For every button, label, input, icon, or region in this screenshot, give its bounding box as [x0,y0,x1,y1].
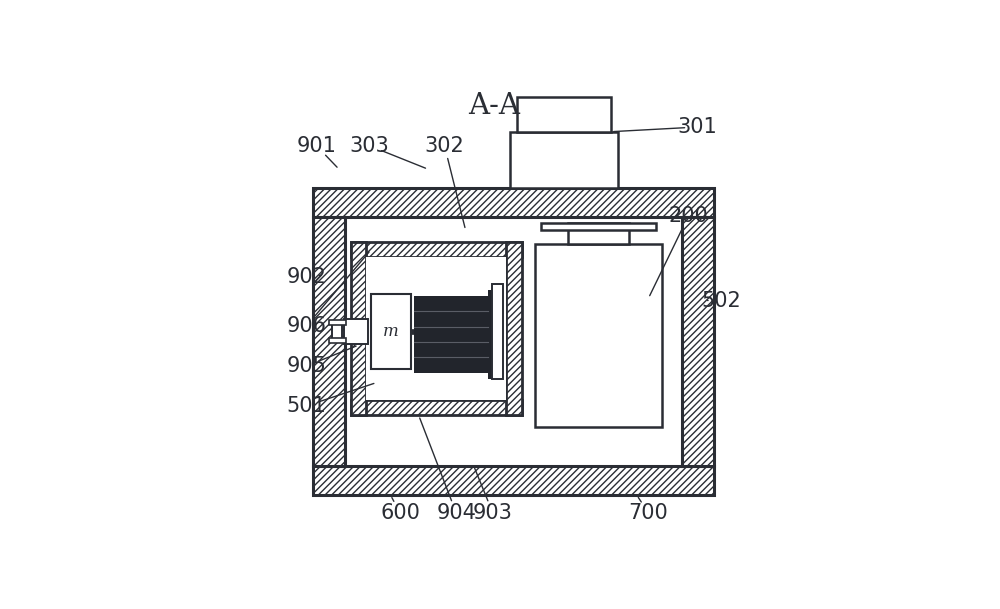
Bar [517,97,611,132]
Bar [329,320,346,325]
Text: 303: 303 [350,136,389,156]
Text: 502: 502 [701,290,741,311]
Bar [351,400,522,415]
Bar [506,242,522,415]
Bar [313,188,714,217]
Bar [345,217,682,466]
Bar [366,258,506,400]
Bar [510,132,618,188]
Text: 906: 906 [286,316,326,336]
Bar [371,294,411,368]
Text: m: m [383,323,399,340]
Bar [329,337,346,343]
Text: 301: 301 [678,117,718,137]
Bar [344,319,368,345]
Bar [313,217,345,466]
Text: 901: 901 [297,136,336,156]
Text: 302: 302 [425,136,464,156]
Text: 600: 600 [380,503,420,523]
Bar [411,329,445,334]
Bar [568,223,629,244]
Bar [541,223,656,230]
Text: 700: 700 [629,503,668,523]
Text: A-A: A-A [468,92,520,120]
Text: 902: 902 [286,267,326,287]
Bar [492,284,503,379]
Bar [351,242,522,258]
Bar [414,296,488,373]
Text: 905: 905 [286,356,326,376]
Text: 200: 200 [668,206,708,226]
Text: 501: 501 [286,396,326,416]
Bar [682,217,714,466]
Bar [535,244,662,427]
Text: 904: 904 [436,503,476,523]
Bar [351,242,366,415]
Text: 903: 903 [473,503,513,523]
Bar [488,290,493,379]
Bar [313,466,714,495]
Bar [332,323,342,340]
